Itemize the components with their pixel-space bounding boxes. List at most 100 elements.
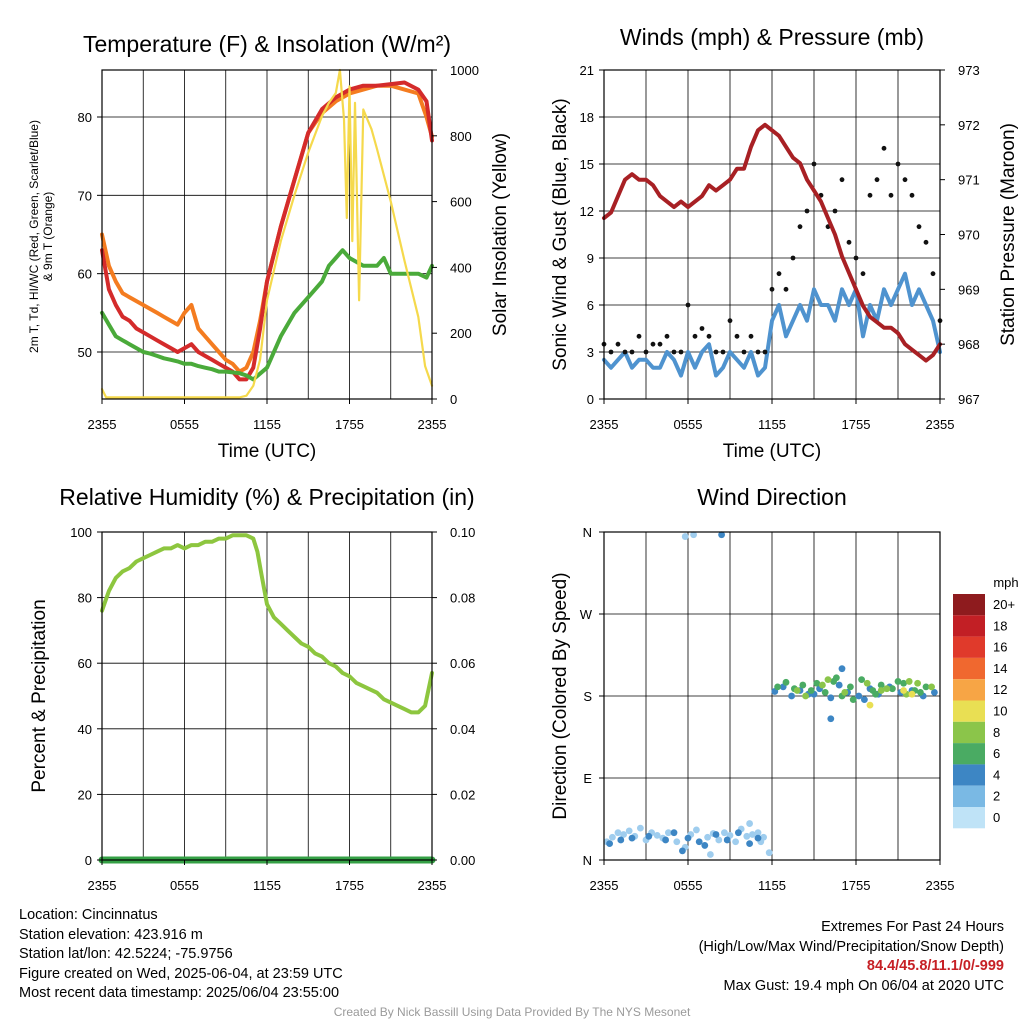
panel4-point	[788, 692, 795, 700]
panel1-xtick-label: 1755	[335, 417, 364, 432]
panel2-gust-point	[895, 161, 901, 167]
panel2-gust-point	[699, 326, 705, 331]
panel4-legend-title: mph	[993, 575, 1018, 590]
panel2-ytick-label: 6	[587, 298, 594, 313]
panel4-point	[681, 533, 689, 540]
panel2-gust-point	[741, 349, 747, 355]
panel2-ytick-label: 0	[587, 392, 594, 407]
panel3-xtick-label: 2355	[88, 878, 117, 893]
panel4-point	[847, 683, 854, 691]
panel4-legend-swatch	[953, 743, 985, 765]
panel2-xlabel: Time (UTC)	[723, 441, 822, 462]
panel4-point	[782, 678, 790, 686]
credit-text: Created By Nick Bassill Using Data Provi…	[333, 1005, 691, 1019]
panel4-legend-swatch	[953, 679, 985, 701]
panel4-xtick-label: 2355	[590, 878, 619, 893]
panel4-legend-label: 20+	[993, 597, 1015, 612]
panel4-point	[693, 826, 700, 834]
panel2-gust-point	[930, 271, 936, 277]
panel1-ylabel-line2: & 9m T (Orange)	[41, 192, 55, 282]
panel4-point	[746, 840, 753, 847]
panel2-xtick-label: 2355	[590, 417, 619, 432]
panel4-point	[609, 833, 616, 841]
panel4-point	[877, 681, 885, 689]
location-text: Location: Cincinnatus	[19, 907, 158, 923]
panel1-ytick-label: 70	[78, 188, 92, 203]
panel4-point	[712, 831, 720, 838]
panel2-ytick-label: 18	[580, 110, 594, 125]
panel4-point	[827, 715, 835, 723]
panel4-legend-label: 14	[993, 661, 1007, 676]
panel4-ytick-label: S	[583, 689, 592, 704]
panel4-point	[690, 531, 697, 539]
panel4-point	[900, 679, 907, 687]
panel4-point	[914, 679, 921, 687]
panel4-legend-label: 10	[993, 704, 1007, 719]
panel4-legend-swatch	[953, 636, 985, 658]
station-info: Location: Cincinnatus Station elevation:…	[19, 906, 343, 1004]
panel3-xtick-label: 1155	[253, 878, 281, 893]
panel2-gust-point	[867, 192, 873, 198]
panel1-series-line	[100, 248, 434, 382]
panel2-gust-point	[923, 239, 929, 245]
panel4-point	[746, 820, 753, 827]
panel1-series-line	[100, 68, 434, 399]
panel4-legend-label: 12	[993, 682, 1007, 697]
panel2-ylabel: Sonic Wind & Gust (Blue, Black)	[550, 98, 571, 370]
panel4-point	[617, 836, 625, 844]
panel4-xtick-label: 2355	[926, 878, 955, 893]
panel4-point	[931, 688, 938, 696]
panel1-ytick-label: 60	[78, 267, 92, 282]
panel4-point	[922, 683, 930, 691]
panel4-point	[819, 681, 826, 689]
panel2-y2tick-label: 973	[958, 63, 980, 78]
panel2-gust-point	[727, 318, 733, 324]
panel4-legend-label: 8	[993, 725, 1000, 740]
panel4-point	[821, 688, 829, 696]
panel1-xtick-label: 1155	[253, 417, 281, 432]
panel3-ytick-label: 40	[78, 722, 92, 737]
panel2-gust-point	[783, 286, 789, 292]
panel2-gust-point	[650, 341, 656, 347]
panel4-point	[732, 838, 739, 846]
panel1-xlabel: Time (UTC)	[218, 441, 317, 462]
panel2-gust-point	[706, 333, 712, 339]
panel2-ytick-label: 3	[587, 345, 594, 360]
panel2-gust-point	[860, 271, 866, 277]
panel4-point	[863, 679, 871, 687]
panel4-ytick-label: W	[580, 607, 593, 622]
panel2-gust-point	[881, 145, 887, 151]
panel2-gust-point	[769, 286, 775, 292]
panel4-legend-swatch	[953, 721, 985, 744]
panel2-y2tick-label: 970	[958, 228, 980, 243]
panel4-ytick-label: E	[583, 771, 592, 786]
panel2-gust-point	[902, 177, 908, 183]
panel1-xtick-label: 2355	[418, 417, 447, 432]
panel3-title: Relative Humidity (%) & Precipitation (i…	[59, 484, 474, 510]
panel2-gust-point	[916, 224, 922, 230]
extremes-subtitle: (High/Low/Max Wind/Precipitation/Snow De…	[698, 938, 1004, 955]
panel4-legend-swatch	[953, 657, 985, 680]
panel1-y2tick-label: 0	[450, 392, 457, 407]
panel2-xtick-label: 1755	[842, 417, 871, 432]
panel2-xtick-label: 0555	[674, 417, 703, 432]
panel3-ylabel: Percent & Precipitation	[29, 599, 50, 792]
panel4-point	[620, 831, 627, 838]
panel4-point	[900, 687, 907, 694]
panel4-point	[917, 688, 924, 696]
panel4-point	[721, 829, 728, 837]
panel4-point	[855, 692, 863, 700]
panel3-y2tick-label: 0.10	[450, 525, 475, 540]
panel4-point	[841, 688, 849, 696]
panel2-gust-point	[804, 208, 810, 214]
panel2-gust-point	[692, 333, 698, 339]
panel2-y2label: Station Pressure (Maroon)	[998, 123, 1019, 346]
panel2-gust-point	[776, 271, 782, 277]
panel1-ytick-label: 50	[78, 345, 92, 360]
panel4-point	[866, 701, 874, 709]
panel3-y2tick-label: 0.08	[450, 591, 475, 606]
panel2-gust-point	[671, 349, 677, 355]
panel4-point	[743, 832, 751, 840]
panel3-xtick-label: 0555	[170, 878, 199, 893]
panel1-y2label: Solar Insolation (Yellow)	[490, 133, 511, 336]
